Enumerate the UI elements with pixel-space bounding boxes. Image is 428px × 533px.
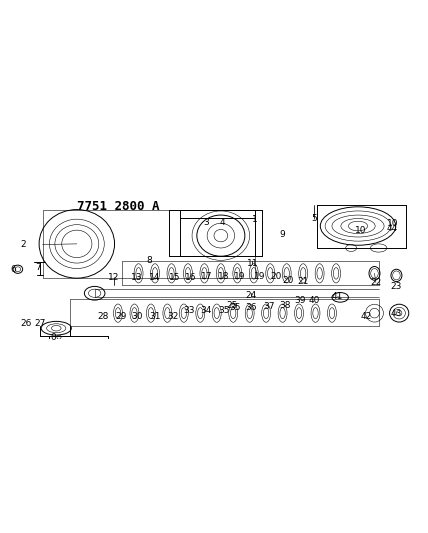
Text: 7: 7 [36, 263, 41, 272]
Text: 3: 3 [203, 218, 208, 227]
Text: 36: 36 [245, 303, 257, 312]
Text: 11: 11 [247, 259, 258, 268]
Text: 8: 8 [147, 256, 152, 265]
Text: 27: 27 [34, 319, 45, 328]
Text: 19: 19 [234, 272, 246, 280]
Text: 4: 4 [220, 218, 225, 227]
Text: 10: 10 [355, 227, 366, 236]
Text: 12: 12 [108, 273, 119, 282]
Text: 43: 43 [391, 309, 402, 318]
Text: 34: 34 [200, 306, 211, 316]
Text: 35: 35 [229, 303, 241, 312]
Text: 23: 23 [391, 282, 402, 291]
Text: 37: 37 [263, 302, 275, 311]
Text: 20: 20 [270, 272, 282, 280]
Text: 25: 25 [226, 301, 238, 310]
Text: 20: 20 [282, 276, 294, 285]
Text: 22: 22 [370, 278, 381, 287]
Text: 13: 13 [131, 273, 143, 282]
Text: 32: 32 [167, 312, 178, 321]
Text: 39: 39 [294, 296, 306, 305]
Text: 18: 18 [218, 272, 229, 280]
Text: 10: 10 [386, 219, 398, 228]
Text: 40: 40 [309, 296, 320, 305]
Text: 31: 31 [149, 312, 161, 321]
Text: 6: 6 [11, 265, 17, 274]
Text: 9: 9 [280, 230, 285, 239]
Text: 41: 41 [332, 292, 343, 301]
Text: 44: 44 [386, 224, 398, 233]
Text: 14: 14 [149, 273, 160, 282]
Text: 16: 16 [185, 273, 196, 282]
Text: 28: 28 [97, 312, 109, 321]
Text: 21: 21 [297, 277, 309, 286]
Text: 26: 26 [21, 319, 32, 328]
Text: 38: 38 [279, 301, 291, 310]
Text: 2: 2 [21, 240, 26, 249]
Text: 30: 30 [131, 312, 143, 321]
Text: 35: 35 [218, 306, 229, 316]
Text: 1: 1 [252, 215, 258, 224]
Text: 42: 42 [361, 312, 372, 321]
Text: 7751 2800 A: 7751 2800 A [77, 200, 159, 213]
Text: 33: 33 [184, 306, 195, 316]
Text: 5: 5 [311, 214, 317, 223]
Text: 29: 29 [115, 312, 126, 321]
Text: 17: 17 [202, 272, 213, 280]
Text: 24: 24 [245, 291, 257, 300]
Text: 15: 15 [169, 273, 180, 282]
Text: 19: 19 [253, 272, 265, 280]
Text: 0: 0 [51, 333, 56, 342]
